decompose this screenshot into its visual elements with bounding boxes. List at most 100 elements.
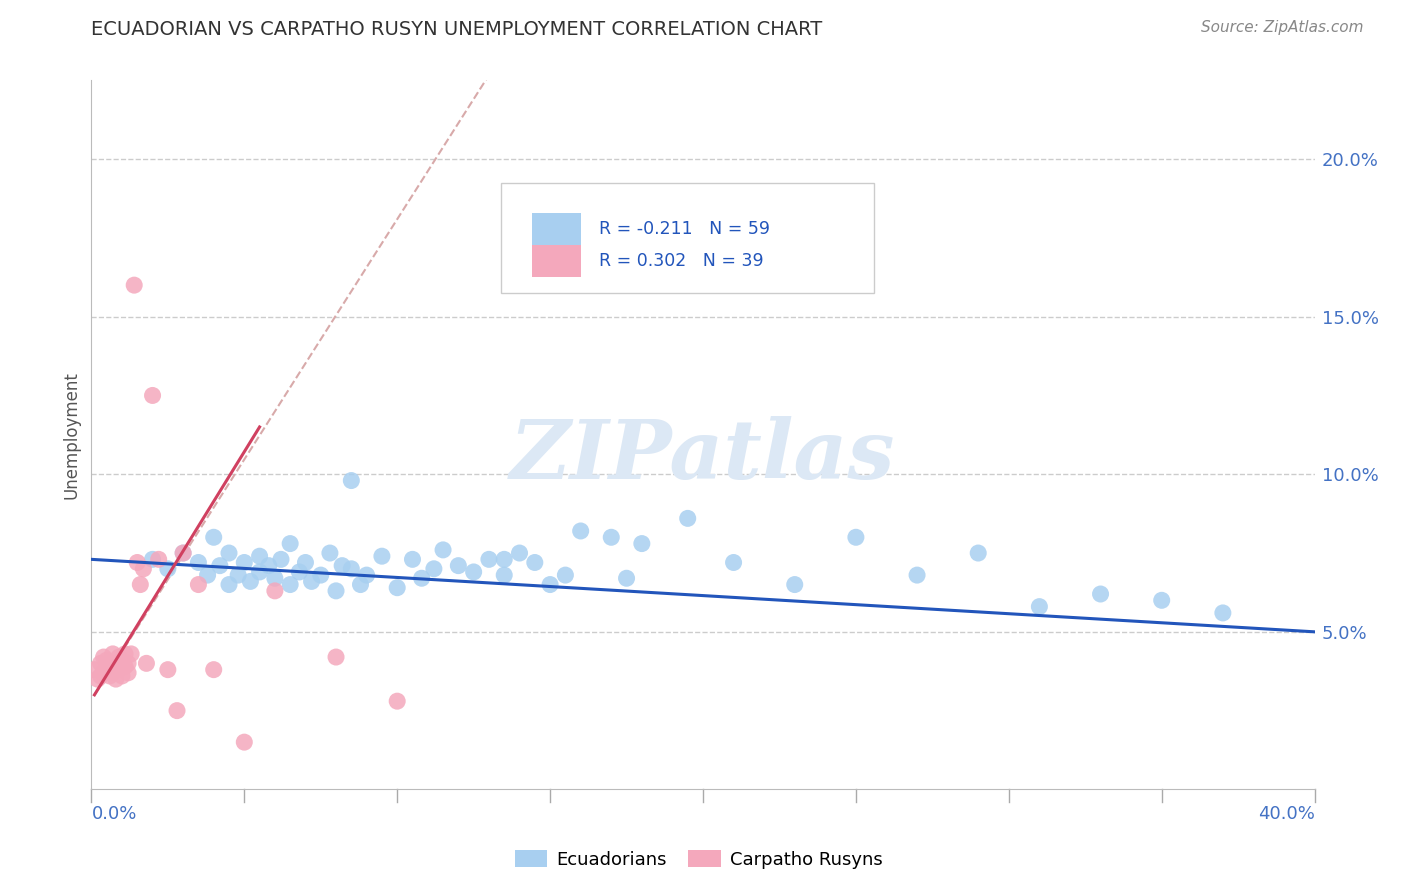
Point [356,568,378,582]
Point [249,565,271,579]
Point [208,558,231,573]
Point [270,552,292,566]
Y-axis label: Unemployment: Unemployment [62,371,80,499]
Point [141,552,163,566]
Point [301,574,323,589]
Point [104,657,127,671]
Point [93,650,115,665]
Point [83,663,105,677]
Point [294,556,316,570]
Text: 0.0%: 0.0% [91,805,136,822]
Legend: Ecuadorians, Carpatho Rusyns: Ecuadorians, Carpatho Rusyns [508,843,890,876]
Point [349,577,371,591]
Point [114,659,136,673]
Text: Source: ZipAtlas.com: Source: ZipAtlas.com [1201,20,1364,35]
Point [156,663,179,677]
Point [1212,606,1234,620]
Point [554,568,576,582]
Point [523,556,546,570]
Point [132,562,155,576]
Point [141,388,163,402]
Point [187,577,209,591]
Point [845,530,868,544]
Point [309,568,332,582]
Point [509,546,531,560]
Point [202,663,225,677]
FancyBboxPatch shape [531,213,581,245]
Point [423,562,446,576]
Point [631,536,654,550]
Point [172,546,194,560]
Point [330,558,353,573]
Text: ECUADORIAN VS CARPATHO RUSYN UNEMPLOYMENT CORRELATION CHART: ECUADORIAN VS CARPATHO RUSYN UNEMPLOYMEN… [91,20,823,38]
Point [411,571,433,585]
Point [108,650,131,665]
Point [319,546,342,560]
Point [325,650,347,665]
Point [288,565,311,579]
Point [676,511,699,525]
Point [101,647,124,661]
Point [278,577,301,591]
Point [111,653,134,667]
Point [96,659,118,673]
Point [401,552,423,566]
Point [233,735,256,749]
Point [264,571,287,585]
Point [463,565,485,579]
Point [172,546,194,560]
Point [197,568,219,582]
Point [114,647,136,661]
Point [385,694,409,708]
Point [264,583,287,598]
Point [432,542,454,557]
Point [135,657,157,671]
Point [616,571,638,585]
Point [122,278,145,293]
Point [90,669,112,683]
Point [600,530,623,544]
Point [202,530,225,544]
Point [538,577,561,591]
Point [101,665,124,680]
Point [108,663,131,677]
Point [226,568,249,582]
Point [905,568,928,582]
Point [278,536,301,550]
Point [783,577,806,591]
Point [494,568,516,582]
Text: ZIPatlas: ZIPatlas [510,417,896,496]
Point [90,657,112,671]
Point [340,474,363,488]
Point [111,669,134,683]
Point [117,657,139,671]
Point [494,552,516,566]
Point [249,549,271,564]
Point [569,524,592,538]
FancyBboxPatch shape [501,183,875,293]
Point [218,577,240,591]
Point [98,669,121,683]
Point [218,546,240,560]
Point [129,577,152,591]
Point [117,665,139,680]
Point [340,562,363,576]
Point [233,556,256,570]
Point [385,581,409,595]
Point [723,556,745,570]
Text: 40.0%: 40.0% [1258,805,1315,822]
Point [371,549,394,564]
Text: R = -0.211   N = 59: R = -0.211 N = 59 [599,220,770,238]
Point [1090,587,1112,601]
Point [1028,599,1050,614]
Point [98,663,121,677]
Point [257,558,280,573]
Point [325,583,347,598]
Point [127,556,149,570]
FancyBboxPatch shape [531,245,581,277]
Point [967,546,990,560]
Point [166,704,188,718]
Point [447,558,470,573]
Point [156,562,179,576]
Point [478,552,501,566]
